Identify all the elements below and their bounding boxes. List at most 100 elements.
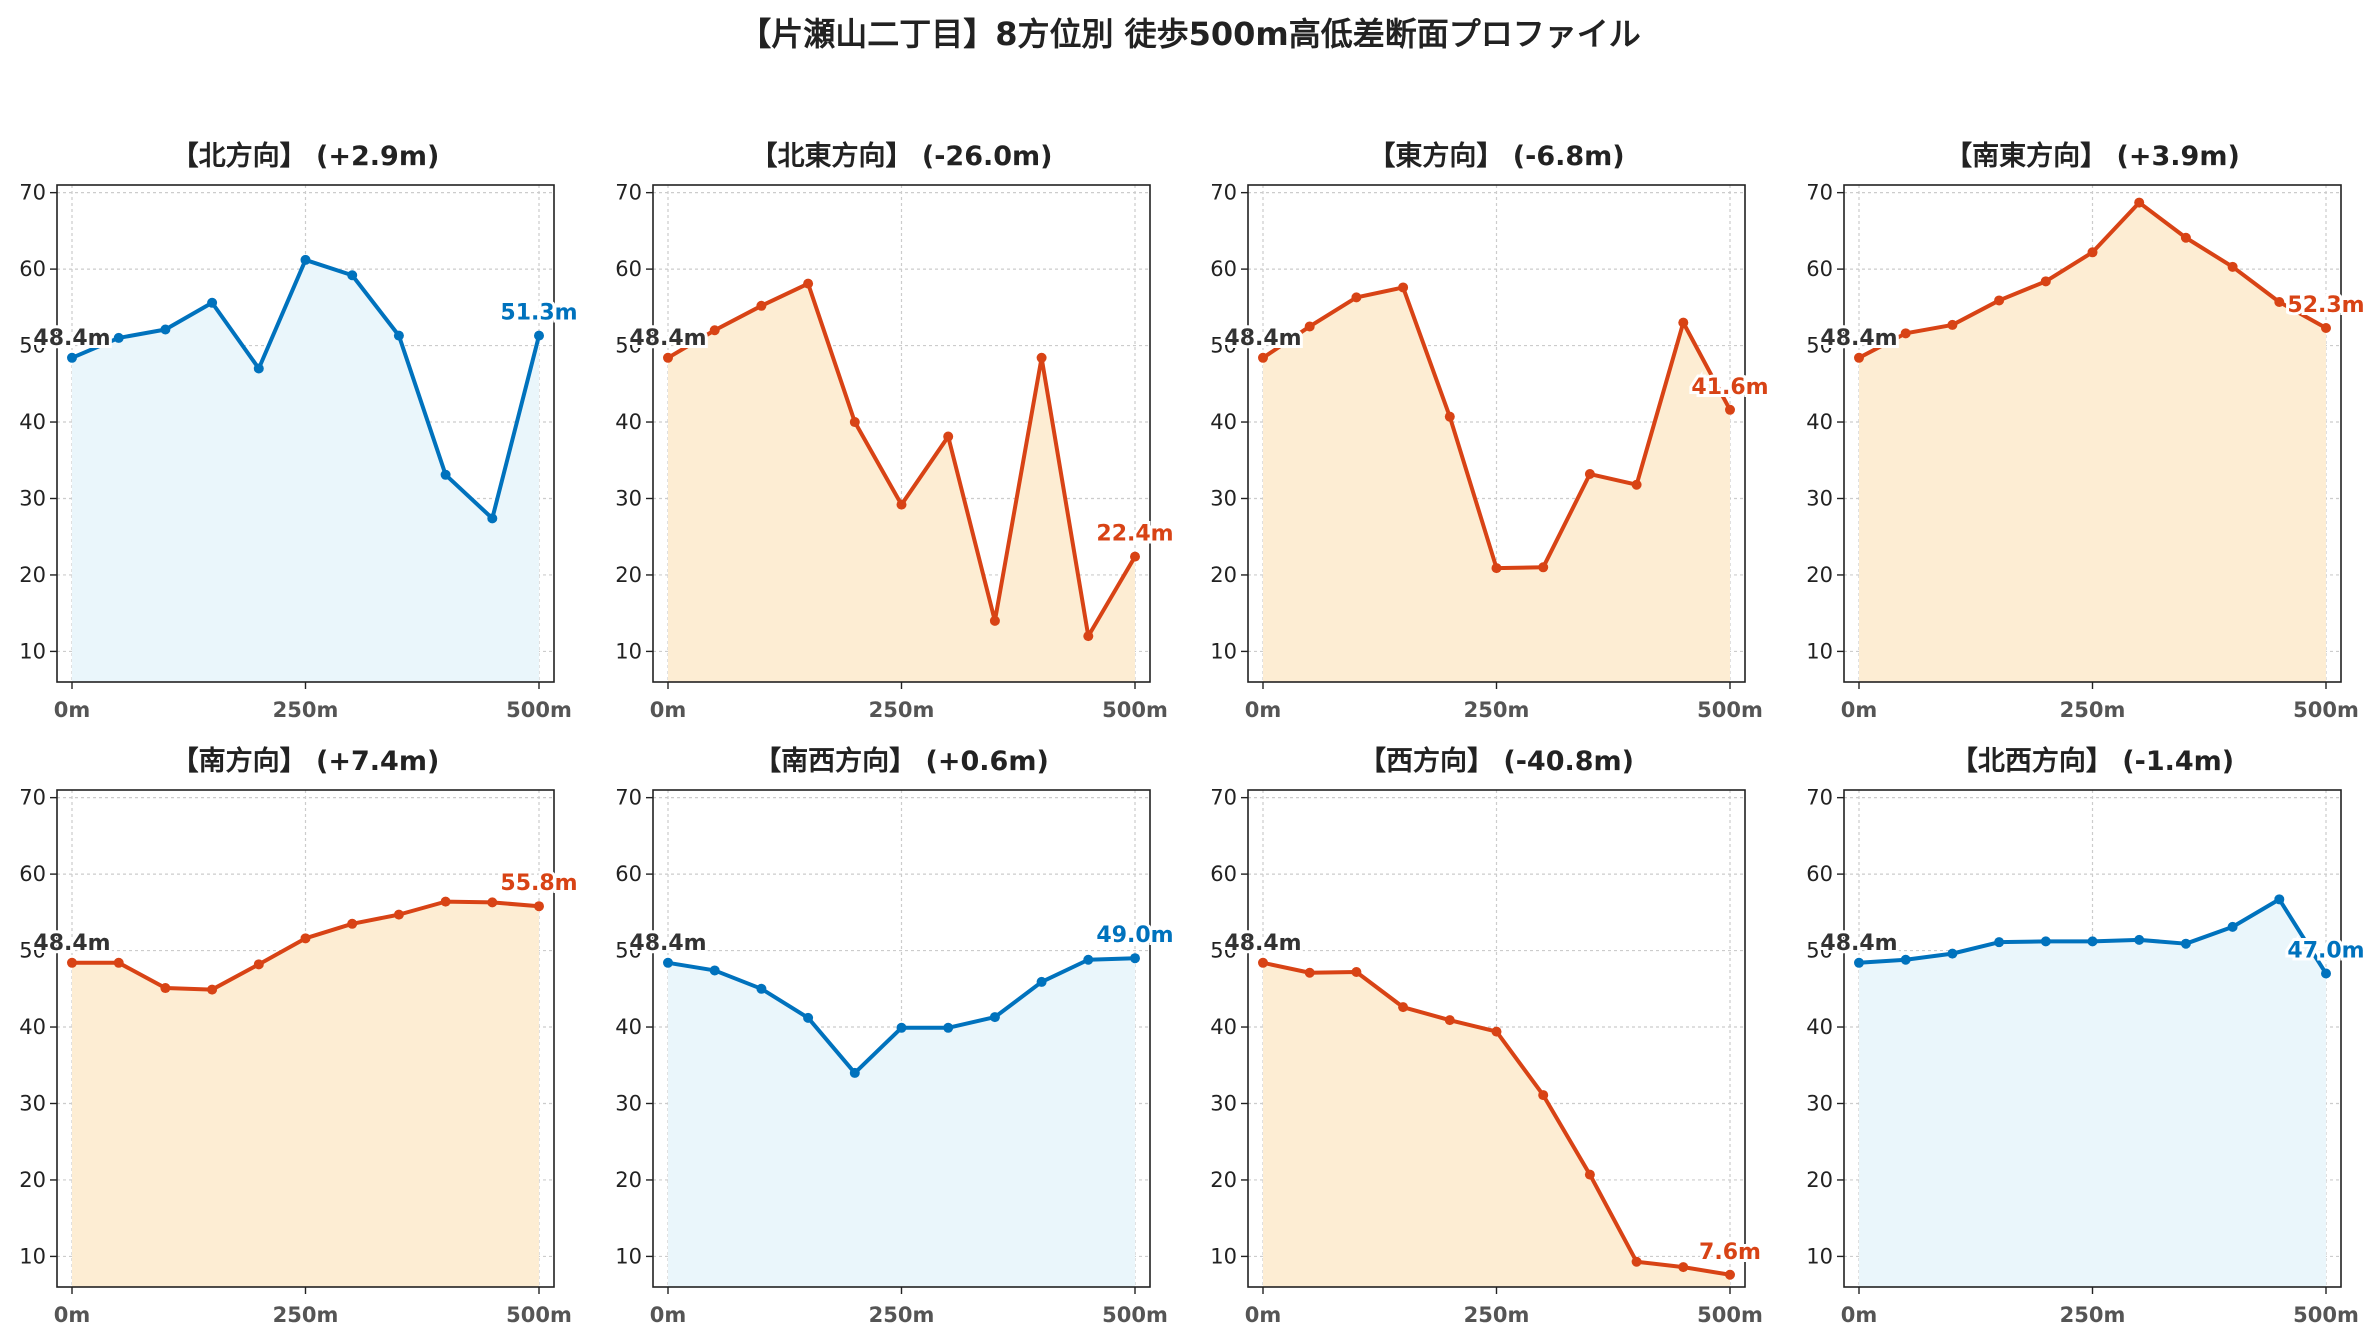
chart-title: 【西方向】 (-40.8m) xyxy=(1359,745,1634,777)
data-point xyxy=(1994,295,2005,306)
y-tick-label: 10 xyxy=(19,1244,46,1268)
data-point xyxy=(1491,1026,1502,1037)
data-point xyxy=(803,1012,814,1023)
x-tick-label: 0m xyxy=(54,698,91,722)
data-point xyxy=(1130,953,1140,964)
x-tick-label: 500m xyxy=(506,1303,572,1327)
data-point xyxy=(896,499,907,510)
y-tick-label: 40 xyxy=(615,1015,642,1039)
data-point xyxy=(487,513,498,524)
data-point xyxy=(709,965,720,976)
chart-panel: 【南方向】 (+7.4m) 10 20 30 40 50 60 70 0m 250m 500m 48.… xyxy=(19,745,580,1327)
x-tick-label: 0m xyxy=(1245,698,1282,722)
data-point xyxy=(440,896,451,907)
data-point xyxy=(534,901,544,912)
start-value-label: 48.4m xyxy=(629,326,706,351)
data-point xyxy=(393,909,404,920)
data-point xyxy=(1900,328,1911,339)
data-point xyxy=(2134,934,2145,945)
y-tick-label: 20 xyxy=(1806,563,1833,587)
data-point xyxy=(1854,352,1864,363)
data-point xyxy=(1258,957,1268,968)
data-point xyxy=(1538,562,1549,573)
y-tick-label: 70 xyxy=(19,181,46,205)
y-tick-label: 30 xyxy=(615,1091,642,1115)
x-tick-label: 500m xyxy=(1102,698,1168,722)
data-point xyxy=(1678,317,1689,328)
y-tick-label: 50 xyxy=(19,334,46,358)
data-point xyxy=(2321,322,2331,333)
data-point xyxy=(113,332,124,343)
chart-title: 【南方向】 (+7.4m) xyxy=(172,745,440,777)
y-tick-label: 70 xyxy=(1806,181,1833,205)
y-tick-label: 20 xyxy=(19,1168,46,1192)
chart-title: 【北西方向】 (-1.4m) xyxy=(1951,745,2234,777)
data-point xyxy=(1351,966,1362,977)
data-point xyxy=(709,325,720,336)
y-tick-label: 50 xyxy=(19,939,46,963)
data-point xyxy=(1083,954,1094,965)
data-point xyxy=(943,1022,954,1033)
area-fill xyxy=(1263,962,1730,1287)
chart-panel: 【南西方向】 (+0.6m) 10 20 30 40 50 60 70 0m 250m 500m 48… xyxy=(615,745,1176,1327)
y-tick-label: 10 xyxy=(615,639,642,663)
x-tick-label: 250m xyxy=(2060,1303,2126,1327)
x-tick-label: 250m xyxy=(273,1303,339,1327)
y-tick-label: 30 xyxy=(1806,486,1833,510)
data-point xyxy=(1351,292,1362,303)
data-point xyxy=(207,984,218,995)
area-fill xyxy=(668,283,1135,682)
end-value-label: 51.3m xyxy=(500,301,577,326)
start-value-label: 48.4m xyxy=(1224,326,1301,351)
x-tick-label: 0m xyxy=(54,1303,91,1327)
y-tick-label: 30 xyxy=(19,486,46,510)
y-tick-label: 40 xyxy=(19,1015,46,1039)
end-value-label: 49.0m xyxy=(1096,923,1173,948)
start-value-label: 48.4m xyxy=(629,931,706,956)
data-point xyxy=(2040,936,2051,947)
y-tick-label: 40 xyxy=(19,410,46,434)
data-point xyxy=(1947,319,1958,330)
x-tick-label: 500m xyxy=(506,698,572,722)
x-tick-label: 500m xyxy=(2293,1303,2359,1327)
x-tick-label: 250m xyxy=(1464,1303,1530,1327)
data-point xyxy=(1584,469,1595,480)
y-tick-label: 60 xyxy=(615,257,642,281)
data-point xyxy=(1130,551,1140,562)
area-fill xyxy=(1859,202,2326,682)
data-point xyxy=(113,957,124,968)
x-tick-label: 250m xyxy=(273,698,339,722)
data-point xyxy=(487,897,498,908)
x-tick-label: 250m xyxy=(1464,698,1530,722)
y-tick-label: 30 xyxy=(1210,486,1237,510)
y-tick-label: 40 xyxy=(1210,1015,1237,1039)
data-point xyxy=(1444,1015,1455,1026)
chart-panel: 【北西方向】 (-1.4m) 10 20 30 40 50 60 70 0m 250m 500m 48… xyxy=(1806,745,2367,1327)
y-tick-label: 60 xyxy=(615,862,642,886)
x-tick-label: 500m xyxy=(1102,1303,1168,1327)
end-value-label: 52.3m xyxy=(2287,293,2364,318)
data-point xyxy=(1398,1002,1409,1013)
page-title: 【片瀬山二丁目】8方位別 徒歩500m高低差断面プロファイル xyxy=(739,15,1641,53)
data-point xyxy=(2180,232,2191,243)
data-point xyxy=(663,352,673,363)
y-tick-label: 10 xyxy=(19,639,46,663)
x-tick-label: 500m xyxy=(2293,698,2359,722)
y-tick-label: 50 xyxy=(615,939,642,963)
y-tick-label: 60 xyxy=(1806,257,1833,281)
y-tick-label: 70 xyxy=(615,786,642,810)
y-tick-label: 30 xyxy=(615,486,642,510)
y-tick-label: 60 xyxy=(1210,257,1237,281)
y-tick-label: 50 xyxy=(1210,939,1237,963)
x-tick-label: 0m xyxy=(1841,698,1878,722)
y-tick-label: 10 xyxy=(1210,1244,1237,1268)
data-point xyxy=(989,1012,1000,1023)
area-fill xyxy=(668,958,1135,1287)
y-tick-label: 10 xyxy=(615,1244,642,1268)
data-point xyxy=(1304,321,1315,332)
y-tick-label: 70 xyxy=(19,786,46,810)
data-point xyxy=(1994,937,2005,948)
data-point xyxy=(300,933,311,944)
y-tick-label: 70 xyxy=(615,181,642,205)
data-point xyxy=(989,615,1000,626)
